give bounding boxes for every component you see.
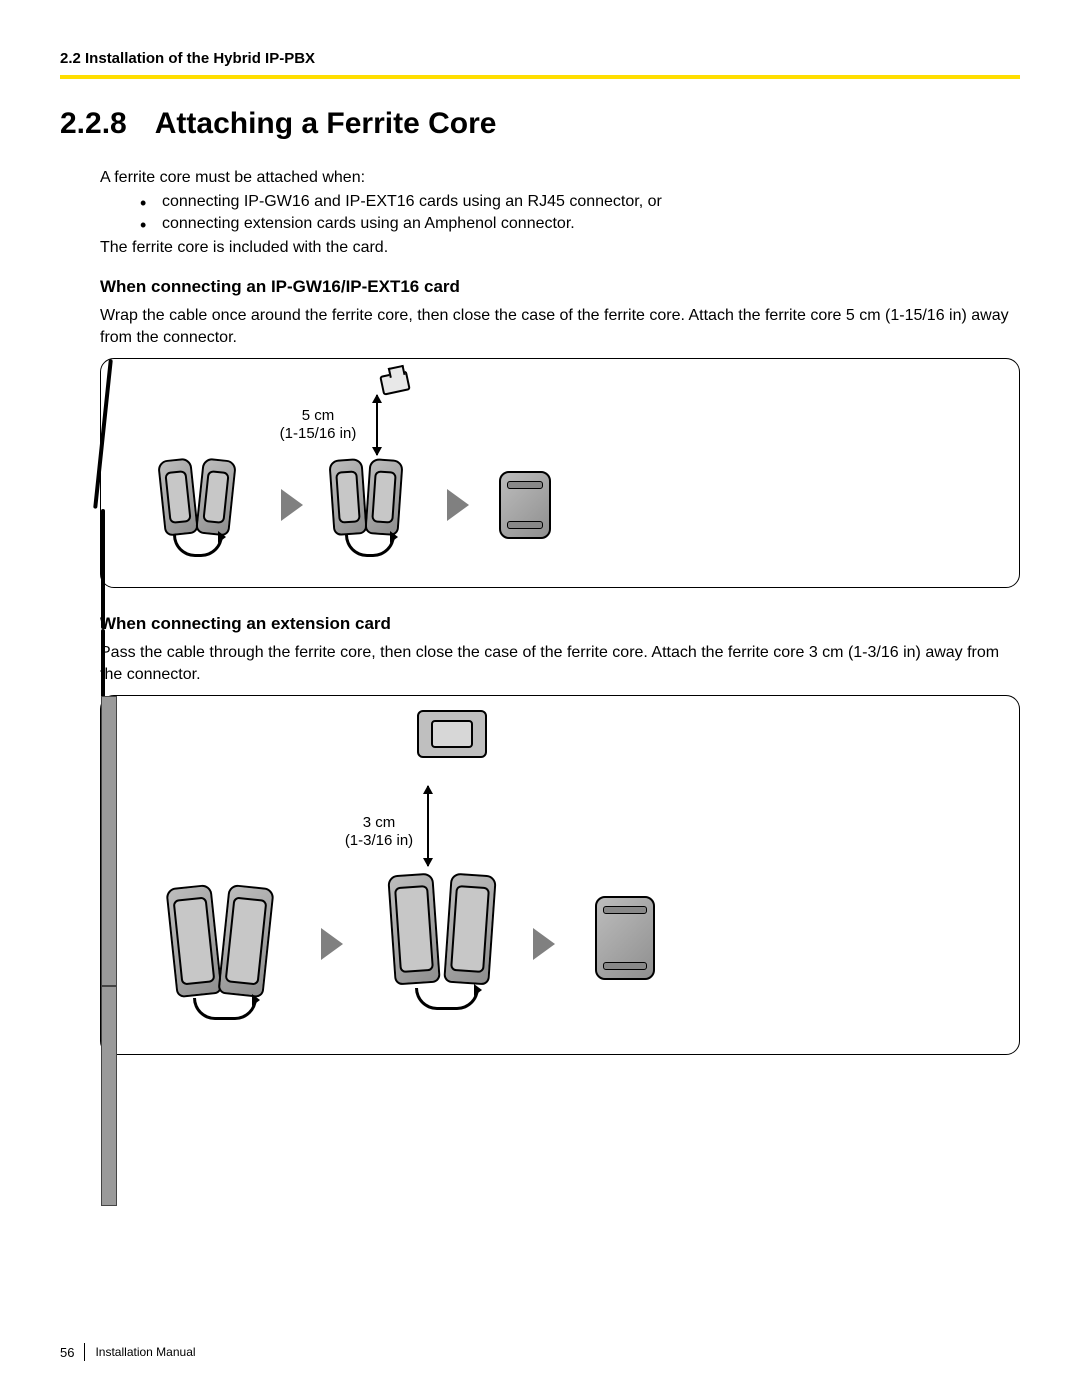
figure-ipgw16: 5 cm (1-15/16 in) — [100, 358, 1020, 588]
fig1-step3-core — [499, 471, 551, 539]
title-text: Attaching a Ferrite Core — [155, 107, 497, 140]
fig1-dim-cm: 5 cm — [273, 407, 363, 425]
intro-bullets: connecting IP-GW16 and IP-EXT16 cards us… — [100, 193, 1020, 233]
fig2-step2-swing-icon — [415, 988, 479, 1010]
fig1-arrow1-icon — [281, 489, 303, 521]
fig2-cable-right — [101, 986, 117, 1206]
fig1-dim-arrow — [376, 395, 378, 455]
fig2-dim-in: (1-3/16 in) — [339, 832, 419, 850]
section1-desc: Wrap the cable once around the ferrite c… — [60, 305, 1020, 348]
section2-heading: When connecting an extension card — [100, 614, 1020, 634]
footer-label: Installation Manual — [95, 1345, 195, 1359]
footer-divider-icon — [84, 1343, 85, 1361]
page-number: 56 — [60, 1345, 74, 1360]
fig1-dim-in: (1-15/16 in) — [273, 425, 363, 443]
fig1-dim-label: 5 cm (1-15/16 in) — [273, 407, 363, 443]
fig2-step1-swing-icon — [193, 998, 257, 1020]
section1-heading: When connecting an IP-GW16/IP-EXT16 card — [100, 277, 1020, 297]
fig2-dim-label: 3 cm (1-3/16 in) — [339, 814, 419, 850]
fig2-step3-core — [595, 896, 655, 980]
figure-extension: 3 cm (1-3/16 in) — [100, 695, 1020, 1055]
rj45-connector-icon — [379, 370, 411, 395]
header-rule — [60, 75, 1020, 79]
intro-closing: The ferrite core is included with the ca… — [100, 239, 1020, 257]
fig1-cable — [93, 359, 113, 509]
intro-bullet-2: connecting extension cards using an Amph… — [140, 215, 1020, 233]
section2-wrap: When connecting an extension card — [60, 614, 1020, 634]
fig2-cable-mid — [101, 696, 117, 986]
fig2-arrow2-icon — [533, 928, 555, 960]
intro-lead: A ferrite core must be attached when: — [100, 169, 1020, 187]
fig1-arrow2-icon — [447, 489, 469, 521]
section2-desc: Pass the cable through the ferrite core,… — [60, 642, 1020, 685]
fig1-cable-out1 — [101, 509, 105, 629]
section-header: 2.2 Installation of the Hybrid IP-PBX — [60, 50, 1020, 75]
fig2-arrow1-icon — [321, 928, 343, 960]
title-number: 2.2.8 — [60, 107, 127, 140]
page-title: 2.2.8 Attaching a Ferrite Core — [60, 107, 1020, 141]
fig1-step1-swing-icon — [173, 535, 223, 557]
fig2-dim-cm: 3 cm — [339, 814, 419, 832]
intro-block: A ferrite core must be attached when: co… — [60, 169, 1020, 297]
intro-bullet-1: connecting IP-GW16 and IP-EXT16 cards us… — [140, 193, 1020, 211]
amphenol-connector-icon — [417, 710, 487, 758]
fig1-step2-swing-icon — [345, 535, 395, 557]
fig2-dim-arrow — [427, 786, 429, 866]
page-footer: 56 Installation Manual — [60, 1343, 196, 1361]
